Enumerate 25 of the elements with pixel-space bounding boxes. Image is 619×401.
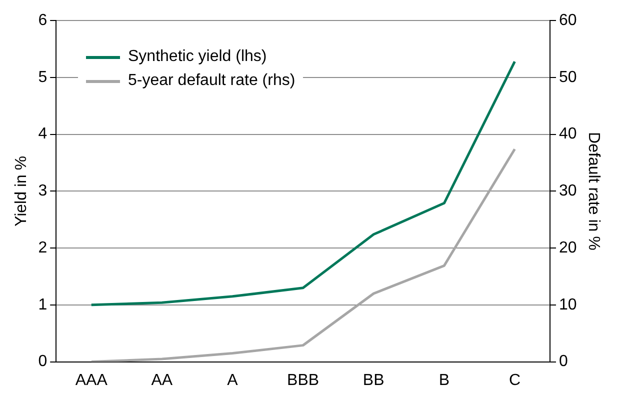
- y2-tick-label: 50: [559, 68, 577, 86]
- y-tick-label: 5: [38, 68, 48, 86]
- y-tick-label: 6: [38, 12, 48, 30]
- y-tick-label: 2: [38, 239, 48, 256]
- y2-tick-label: 10: [559, 296, 577, 314]
- x-tick-label: B: [438, 372, 450, 389]
- y2-tick-label: 40: [559, 126, 577, 143]
- legend-label: 5-year default rate (rhs): [128, 72, 296, 90]
- x-tick-label: BB: [362, 372, 384, 389]
- y2-tick-label: 0: [559, 353, 568, 370]
- x-tick-label: A: [227, 372, 238, 389]
- y-tick-label: 0: [38, 353, 48, 370]
- y2-axis-title: Default rate in %: [584, 132, 602, 250]
- y-tick-label: 1: [38, 296, 48, 314]
- y2-tick-label: 20: [559, 239, 577, 256]
- x-tick-label: AA: [151, 372, 173, 389]
- y2-tick-label: 60: [559, 12, 577, 30]
- legend-label: Synthetic yield (lhs): [128, 48, 267, 66]
- x-tick-label: BBB: [287, 372, 320, 389]
- x-tick-label: AAA: [75, 372, 108, 389]
- x-tick-label: C: [508, 372, 521, 389]
- y-tick-label: 4: [38, 126, 48, 143]
- y-tick-label: 3: [38, 182, 48, 200]
- y2-tick-label: 30: [559, 182, 577, 200]
- y-axis-title: Yield in %: [13, 156, 30, 226]
